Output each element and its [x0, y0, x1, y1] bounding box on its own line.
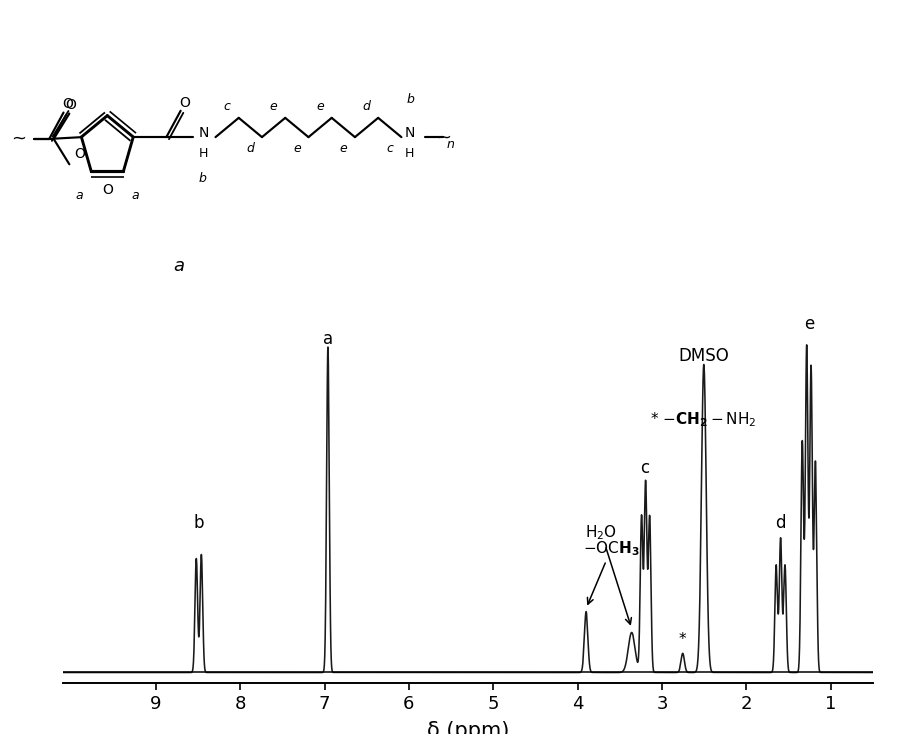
- Text: d: d: [247, 142, 255, 155]
- Text: c: c: [224, 101, 230, 113]
- Text: b: b: [194, 515, 204, 532]
- Text: N: N: [405, 126, 416, 140]
- Text: e: e: [339, 142, 347, 155]
- Text: c: c: [386, 142, 393, 155]
- Text: c: c: [641, 459, 650, 476]
- Text: $-\mathrm{OC}\mathbf{H_3}$: $-\mathrm{OC}\mathbf{H_3}$: [583, 539, 640, 604]
- Text: O: O: [65, 98, 76, 112]
- Text: H: H: [405, 147, 414, 160]
- Text: d: d: [363, 101, 371, 113]
- Text: ~: ~: [11, 130, 26, 148]
- Text: DMSO: DMSO: [679, 347, 729, 365]
- Text: n: n: [446, 138, 454, 151]
- Text: ~: ~: [436, 128, 451, 146]
- Text: e: e: [316, 101, 324, 113]
- Text: a: a: [174, 257, 184, 275]
- Text: a: a: [76, 189, 84, 202]
- Text: b: b: [198, 172, 206, 185]
- Text: O: O: [63, 98, 74, 112]
- X-axis label: δ (ppm): δ (ppm): [427, 722, 509, 734]
- Text: b: b: [407, 92, 414, 106]
- Text: O: O: [74, 147, 86, 161]
- Text: a: a: [131, 189, 139, 202]
- Text: H: H: [199, 147, 208, 160]
- Text: e: e: [293, 142, 301, 155]
- Text: d: d: [776, 515, 786, 532]
- Text: e: e: [270, 101, 277, 113]
- Text: O: O: [102, 183, 112, 197]
- Text: *: *: [679, 632, 687, 647]
- Text: * $-\mathbf{CH_2}-\mathrm{NH_2}$: * $-\mathbf{CH_2}-\mathrm{NH_2}$: [650, 410, 757, 429]
- Text: a: a: [323, 330, 333, 348]
- Text: e: e: [804, 315, 814, 333]
- Text: O: O: [180, 95, 191, 109]
- Text: $\mathrm{H_2O}$: $\mathrm{H_2O}$: [585, 524, 632, 625]
- Text: N: N: [199, 126, 209, 140]
